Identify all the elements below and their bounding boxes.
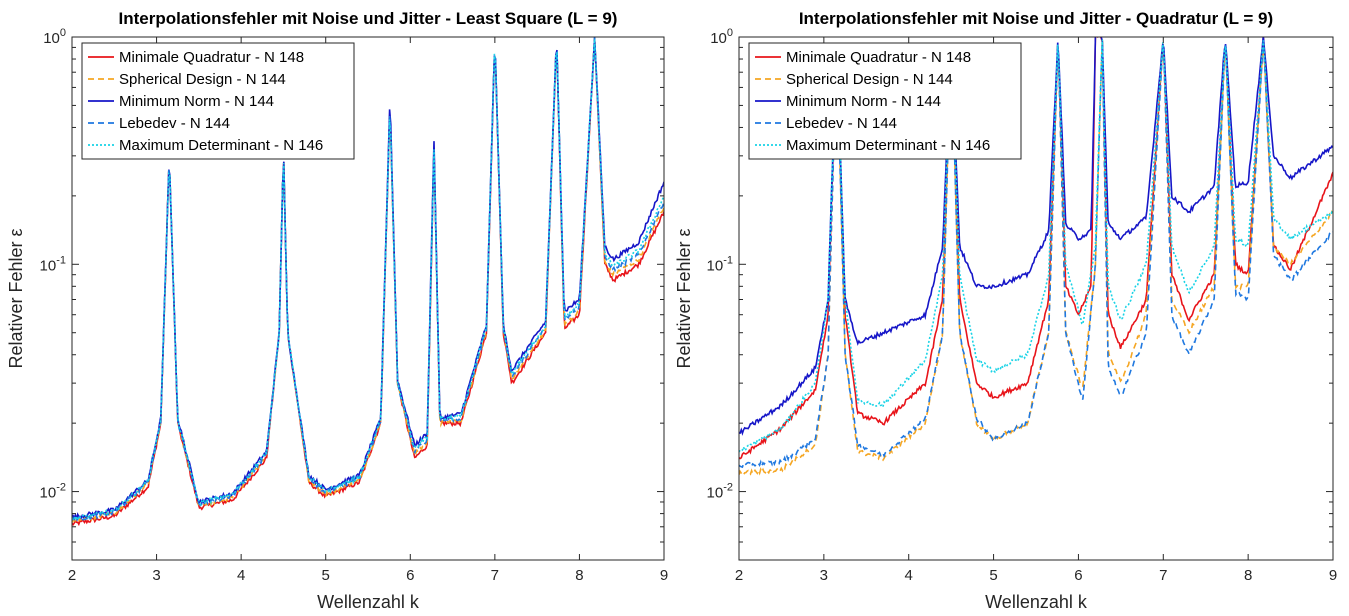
plot-area [72, 37, 664, 527]
y-tick-label: 10-1 [707, 254, 733, 274]
x-tick-label: 2 [68, 567, 76, 584]
y-axis-label: Relativer Fehler ε [674, 228, 694, 368]
x-tick-label: 6 [1074, 567, 1082, 584]
x-tick-label: 4 [237, 567, 245, 584]
legend-label-1: Spherical Design - N 144 [786, 71, 953, 88]
y-tick-label: 100 [710, 27, 733, 47]
legend-label-2: Minimum Norm - N 144 [786, 93, 941, 110]
legend-label-4: Maximum Determinant - N 146 [119, 137, 323, 154]
x-tick-label: 7 [491, 567, 499, 584]
x-tick-label: 9 [660, 567, 668, 584]
x-tick-label: 3 [820, 567, 828, 584]
y-tick-label: 10-2 [707, 482, 733, 502]
x-axis-label: Wellenzahl k [985, 592, 1088, 612]
x-tick-label: 5 [989, 567, 997, 584]
legend-label-4: Maximum Determinant - N 146 [786, 137, 990, 154]
legend-label-3: Lebedev - N 144 [786, 115, 897, 132]
legend-label-0: Minimale Quadratur - N 148 [119, 49, 304, 66]
series-line-4 [72, 39, 664, 522]
legend-box [81, 42, 355, 160]
x-tick-label: 5 [322, 567, 330, 584]
y-tick-label: 10-2 [40, 482, 66, 502]
legend: Minimale Quadratur - N 148 Spherical Desi… [81, 42, 355, 160]
chart-title: Interpolationsfehler mit Noise und Jitte… [119, 9, 618, 28]
legend-label-3: Lebedev - N 144 [119, 115, 230, 132]
series-line-4 [739, 39, 1333, 453]
x-tick-label: 7 [1159, 567, 1167, 584]
chart-panel-1: 2 3 4 5 6 7 8 9 10-2 10-1 100 Interpolationsfehler … [674, 9, 1337, 612]
legend-label-1: Spherical Design - N 144 [119, 71, 286, 88]
axes-box [738, 36, 1334, 561]
legend-box [748, 42, 1022, 160]
axes-box [71, 36, 665, 561]
series-line-1 [72, 38, 664, 525]
legend: Minimale Quadratur - N 148 Spherical Desi… [748, 42, 1022, 160]
y-tick-label: 100 [43, 27, 66, 47]
y-tick-label: 10-1 [40, 254, 66, 274]
legend-label-2: Minimum Norm - N 144 [119, 93, 274, 110]
y-axis-label: Relativer Fehler ε [6, 228, 26, 368]
x-tick-label: 2 [735, 567, 743, 584]
x-tick-label: 8 [575, 567, 583, 584]
x-tick-label: 6 [406, 567, 414, 584]
chart-title: Interpolationsfehler mit Noise und Jitte… [799, 9, 1273, 28]
chart-panel-0: 2 3 4 5 6 7 8 9 10-2 10-1 100 Interpolationsfehler … [6, 9, 668, 612]
x-tick-label: 3 [152, 567, 160, 584]
x-tick-label: 4 [905, 567, 913, 584]
x-tick-label: 8 [1244, 567, 1252, 584]
x-axis-label: Wellenzahl k [317, 592, 420, 612]
x-tick-label: 9 [1329, 567, 1337, 584]
legend-label-0: Minimale Quadratur - N 148 [786, 49, 971, 66]
